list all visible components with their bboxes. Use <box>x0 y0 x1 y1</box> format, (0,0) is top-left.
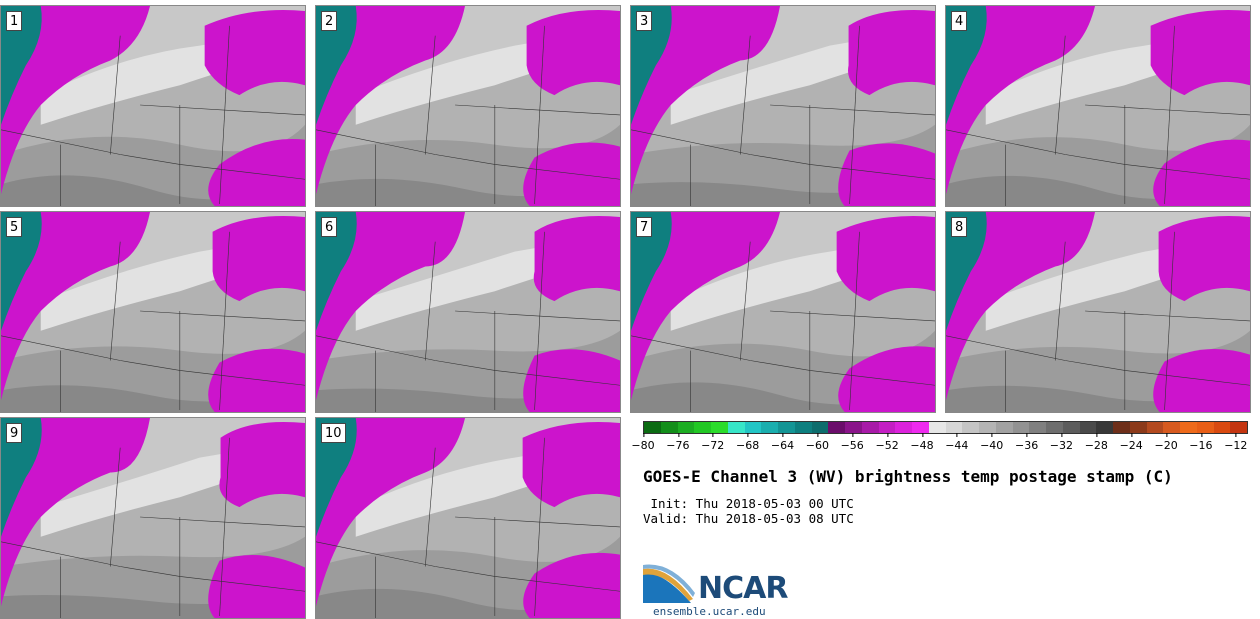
ensemble-panel[interactable]: 4 <box>945 5 1251 207</box>
colorbar-swatch <box>1096 422 1113 433</box>
colorbar-swatch <box>660 422 678 433</box>
colorbar-swatch <box>778 422 795 433</box>
colorbar-swatch <box>694 422 711 433</box>
wv-field <box>316 6 620 206</box>
ensemble-panel[interactable]: 7 <box>630 211 936 413</box>
ncar-swoosh-icon <box>643 564 695 603</box>
colorbar-swatch <box>1146 422 1164 433</box>
colorbar-tick-label: −68 <box>736 433 759 452</box>
colorbar <box>643 421 1248 434</box>
colorbar-swatch <box>845 422 862 433</box>
colorbar-swatch <box>1230 422 1247 433</box>
colorbar-tick-label: −56 <box>841 433 864 452</box>
wv-field <box>1 212 305 412</box>
panel-label: 5 <box>6 217 23 237</box>
colorbar-swatch <box>811 422 829 433</box>
wv-field <box>316 418 620 618</box>
colorbar-tick-label: −72 <box>701 433 724 452</box>
colorbar-tick-label: −52 <box>875 433 899 452</box>
colorbar-swatch <box>1163 422 1180 433</box>
colorbar-swatch <box>644 422 661 433</box>
colorbar-tick-label: −44 <box>945 433 968 452</box>
colorbar-tick-label: −64 <box>771 433 794 452</box>
init-time: Init: Thu 2018-05-03 00 UTC <box>643 496 854 511</box>
colorbar-swatch <box>794 422 812 433</box>
ensemble-panel[interactable]: 5 <box>0 211 306 413</box>
panel-label: 2 <box>321 11 338 31</box>
colorbar-tick-label: −20 <box>1154 433 1178 452</box>
colorbar-swatch <box>1113 422 1130 433</box>
logo-url[interactable]: ensemble.ucar.edu <box>653 605 766 618</box>
ensemble-panel[interactable]: 1 <box>0 5 306 207</box>
colorbar-tick-label: −16 <box>1189 433 1213 452</box>
colorbar-tick-label: −12 <box>1224 433 1247 452</box>
panel-label: 9 <box>6 423 23 443</box>
colorbar-tick-label: −28 <box>1085 433 1108 452</box>
wv-field <box>631 212 935 412</box>
colorbar-swatch <box>1012 422 1030 433</box>
colorbar-tick-label: −60 <box>806 433 829 452</box>
wv-field <box>946 6 1250 206</box>
panel-label: 8 <box>951 217 968 237</box>
wv-field <box>946 212 1250 412</box>
colorbar-swatch <box>744 422 762 433</box>
ensemble-panel[interactable]: 2 <box>315 5 621 207</box>
colorbar-ticks: −80 −76 −72 −68 −64 −60 −56 −52 −48 −44 −40 −36 −32−… <box>631 433 1248 454</box>
ensemble-panel[interactable]: 8 <box>945 211 1251 413</box>
colorbar-swatch <box>677 422 695 433</box>
panel-label: 6 <box>321 217 338 237</box>
ensemble-panel[interactable]: 3 <box>630 5 936 207</box>
colorbar-tick-label: −80 <box>631 433 655 452</box>
colorbar-swatch <box>1129 422 1147 433</box>
panel-label: 3 <box>636 11 653 31</box>
colorbar-swatch <box>962 422 979 433</box>
colorbar-tick-label: −48 <box>910 433 934 452</box>
colorbar-swatch <box>945 422 963 433</box>
colorbar-swatch <box>861 422 879 433</box>
ensemble-panel[interactable]: 10 <box>315 417 621 619</box>
colorbar-swatch <box>1062 422 1080 433</box>
wv-field <box>316 212 620 412</box>
colorbar-swatch <box>711 422 728 433</box>
wv-field <box>1 418 305 618</box>
colorbar-swatch <box>1180 422 1197 433</box>
colorbar-swatch <box>878 422 896 433</box>
ncar-logo[interactable]: NCAR ensemble.ucar.edu <box>643 561 793 619</box>
ensemble-panel[interactable]: 6 <box>315 211 621 413</box>
colorbar-tick-label: −76 <box>666 433 690 452</box>
colorbar-swatch <box>1079 422 1097 433</box>
colorbar-swatch <box>895 422 912 433</box>
colorbar-swatch <box>828 422 845 433</box>
panel-label: 4 <box>951 11 968 31</box>
wv-field <box>1 6 305 206</box>
valid-time: Valid: Thu 2018-05-03 08 UTC <box>643 511 854 526</box>
wv-field <box>631 6 935 206</box>
colorbar-swatch <box>727 422 745 433</box>
colorbar-swatch <box>761 422 778 433</box>
colorbar-tick-label: −24 <box>1120 433 1143 452</box>
colorbar-swatch <box>1196 422 1214 433</box>
logo-text: NCAR <box>698 571 788 606</box>
colorbar-swatch <box>979 422 996 433</box>
panel-label: 7 <box>636 217 653 237</box>
colorbar-swatch <box>995 422 1013 433</box>
colorbar-swatch <box>1046 422 1063 433</box>
colorbar-tick-label: −40 <box>980 433 1003 452</box>
colorbar-swatch <box>912 422 929 433</box>
colorbar-swatch <box>928 422 946 433</box>
chart-title: GOES-E Channel 3 (WV) brightness temp po… <box>643 467 1173 486</box>
colorbar-swatch <box>1213 422 1231 433</box>
colorbar-swatch <box>1029 422 1046 433</box>
colorbar-tick-label: −36 <box>1015 433 1038 452</box>
panel-label: 10 <box>321 423 346 443</box>
colorbar-tick-label: −32 <box>1050 433 1073 452</box>
panel-label: 1 <box>6 11 23 31</box>
ensemble-panel[interactable]: 9 <box>0 417 306 619</box>
